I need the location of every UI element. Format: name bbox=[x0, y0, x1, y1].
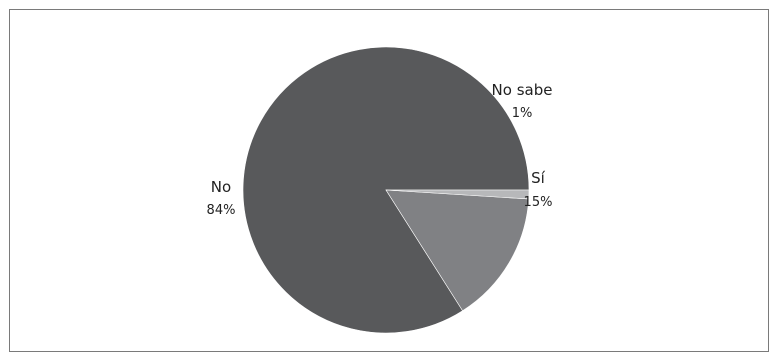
chart-frame: No 84% Sí 15% No sabe 1% bbox=[9, 9, 769, 352]
slice-label: No sabe bbox=[492, 81, 553, 99]
slice-label: Sí bbox=[531, 169, 546, 187]
pie-slice-s bbox=[385, 189, 530, 312]
pie-slice-no-sabe bbox=[385, 189, 530, 200]
slice-label: No bbox=[211, 178, 231, 196]
pie-slices bbox=[242, 46, 530, 334]
slice-value-label: 1% bbox=[512, 106, 533, 121]
pie-chart: No 84% Sí 15% No sabe 1% bbox=[207, 46, 553, 334]
pie-labels: No 84% Sí 15% No sabe 1% bbox=[207, 81, 553, 218]
slice-value-label: 84% bbox=[207, 203, 236, 218]
slice-value-label: 15% bbox=[524, 195, 553, 210]
